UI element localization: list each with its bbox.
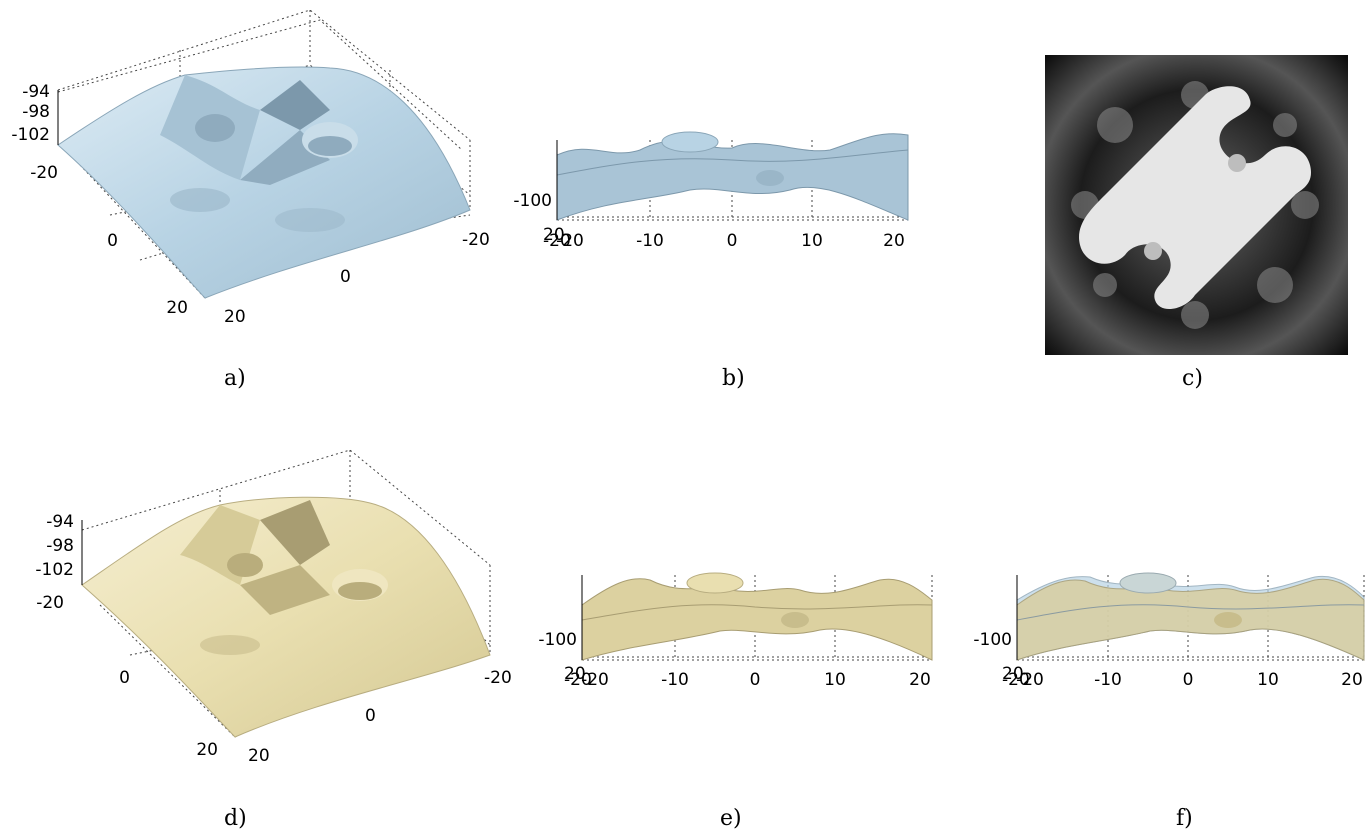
- caption-f: f): [1176, 806, 1193, 831]
- panel-c-image: [1045, 55, 1348, 355]
- panel-d-xtick-1: 0: [365, 706, 376, 726]
- panel-a-ytick-1: 0: [107, 231, 118, 251]
- panel-d-ztick-2: -102: [35, 560, 74, 580]
- panel-f-xtick-1: -10: [1094, 670, 1122, 690]
- panel-b-corner-tick-1: -20: [543, 231, 571, 251]
- panel-a-ztick-2: -102: [11, 125, 50, 145]
- panel-a-ztick-0: -94: [22, 82, 50, 102]
- panel-e-corner-tick-1: -20: [564, 670, 592, 690]
- surface-f-yellow: [1016, 578, 1365, 661]
- panel-b-xtick-0: -20: [556, 231, 584, 251]
- surface-d: [81, 496, 491, 738]
- panel-e-xtick-1: -10: [661, 670, 689, 690]
- panel-d-xtick-2: -20: [484, 668, 512, 688]
- panel-a-plot: -94 -98 -102 -20 0 20 20 0 -20: [11, 9, 490, 327]
- panel-d-ytick-1: 0: [119, 668, 130, 688]
- panel-b-plot: -100 20 -20 -20 -10 0 10 20: [513, 131, 909, 251]
- panel-b-xtick-2: 0: [727, 231, 738, 251]
- panel-d-ytick-0: -20: [36, 593, 64, 613]
- panel-d-ztick-0: -94: [46, 512, 74, 532]
- panel-f: -100 20 -20 -20 -10 0 10 20: [960, 565, 1370, 715]
- panel-e-corner-tick-0: 20: [564, 664, 586, 684]
- panel-d: -94 -98 -102 -20 0 20 20 0 -20: [20, 445, 520, 775]
- panel-b: -100 20 -20 -20 -10 0 10 20: [500, 120, 920, 270]
- panel-e-plot: -100 20 -20 -20 -10 0 10 20: [538, 572, 933, 690]
- panel-b-ztick: -100: [513, 191, 552, 211]
- surface-a-pit: [260, 80, 330, 130]
- panel-f-corner-tick-1: -20: [1002, 670, 1030, 690]
- surface-e: [581, 578, 933, 661]
- panel-d-ztick-1: -98: [46, 536, 74, 556]
- panel-e-xtick-3: 10: [824, 670, 846, 690]
- panel-e-xtick-2: 0: [750, 670, 761, 690]
- panel-a-ztick-1: -98: [22, 102, 50, 122]
- panel-d-xtick-0: 20: [248, 746, 270, 766]
- panel-a: -94 -98 -102 -20 0 20 20 0 -20: [0, 0, 500, 340]
- panel-b-corner-tick-0: 20: [543, 225, 565, 245]
- caption-c: c): [1182, 366, 1203, 391]
- panel-f-plot: -100 20 -20 -20 -10 0 10 20: [973, 572, 1365, 690]
- panel-b-xtick-1: -10: [636, 231, 664, 251]
- panel-d-ytick-2: 20: [196, 740, 218, 760]
- caption-e: e): [720, 806, 742, 831]
- panel-f-xtick-3: 10: [1257, 670, 1279, 690]
- panel-f-xtick-4: 20: [1341, 670, 1363, 690]
- panel-c: [1045, 55, 1348, 355]
- panel-e-ztick: -100: [538, 630, 577, 650]
- panel-e: -100 20 -20 -20 -10 0 10 20: [530, 565, 950, 715]
- panel-c-shape: [1079, 86, 1312, 310]
- caption-d: d): [224, 806, 247, 831]
- caption-a: a): [224, 366, 246, 391]
- panel-f-corner-tick-0: 20: [1002, 664, 1024, 684]
- panel-a-ytick-2: 20: [166, 298, 188, 318]
- panel-f-ztick: -100: [973, 630, 1012, 650]
- caption-b: b): [722, 366, 745, 391]
- panel-d-plot: -94 -98 -102 -20 0 20 20 0 -20: [35, 449, 512, 766]
- panel-e-xtick-0: -20: [581, 670, 609, 690]
- panel-a-xtick-2: -20: [462, 230, 490, 250]
- panel-a-xtick-1: 0: [340, 267, 351, 287]
- panel-a-xtick-0: 20: [224, 307, 246, 327]
- panel-f-xtick-2: 0: [1183, 670, 1194, 690]
- panel-f-xtick-0: -20: [1016, 670, 1044, 690]
- panel-e-xtick-4: 20: [909, 670, 931, 690]
- panel-b-xtick-4: 20: [883, 231, 905, 251]
- panel-b-xtick-3: 10: [801, 231, 823, 251]
- panel-a-ytick-0: -20: [30, 163, 58, 183]
